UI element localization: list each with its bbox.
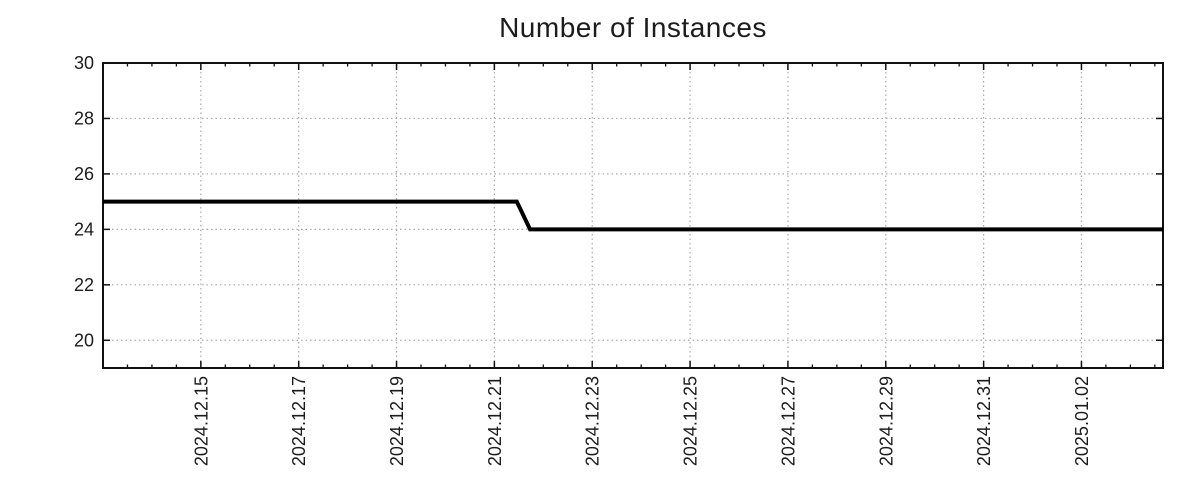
y-tick-label: 26	[74, 164, 94, 184]
data-line-instances	[103, 199, 1163, 232]
plot-border	[102, 62, 1164, 369]
y-tick-label: 28	[74, 108, 94, 128]
x-tick-label: 2024.12.29	[876, 376, 896, 466]
chart-title: Number of Instances	[499, 12, 767, 43]
x-tick-label: 2024.12.23	[583, 376, 603, 466]
y-tick-label: 22	[74, 275, 94, 295]
y-tick-label: 20	[74, 330, 94, 350]
x-tick-label: 2024.12.25	[681, 376, 701, 466]
y-tick-label: 30	[74, 53, 94, 73]
x-tick-label: 2024.12.31	[974, 376, 994, 466]
x-tick-label: 2024.12.17	[289, 376, 309, 466]
y-tick-label: 24	[74, 219, 94, 239]
x-tick-label: 2024.12.27	[778, 376, 798, 466]
x-tick-label: 2025.01.02	[1072, 376, 1092, 466]
x-tick-label: 2024.12.21	[485, 376, 505, 466]
x-tick-label: 2024.12.15	[191, 376, 211, 466]
x-tick-label: 2024.12.19	[387, 376, 407, 466]
